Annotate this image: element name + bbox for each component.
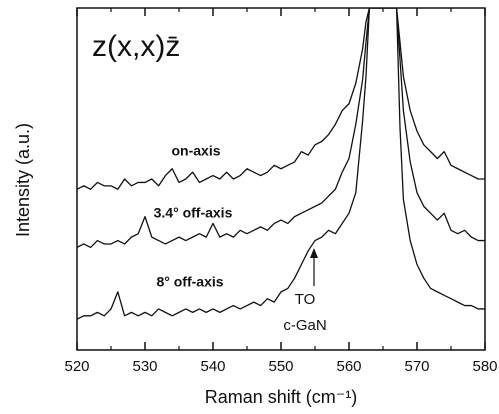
spectrum-line — [77, 8, 485, 249]
x-tick-label: 520 — [64, 358, 89, 375]
series-label: on-axis — [171, 143, 220, 159]
spectrum-line — [77, 8, 485, 320]
y-axis-label: Intensity (a.u.) — [13, 123, 33, 237]
spectrum-line — [77, 8, 485, 190]
annotation-text: c-GaN — [283, 317, 326, 334]
x-tick-label: 540 — [200, 358, 225, 375]
x-tick-label: 580 — [472, 358, 497, 375]
series-label: 3.4° off-axis — [154, 205, 233, 221]
x-tick-label: 550 — [268, 358, 293, 375]
annotation-text: TO — [295, 291, 316, 308]
x-tick-label: 570 — [404, 358, 429, 375]
plot-area — [77, 8, 485, 320]
x-axis-label: Raman shift (cm⁻¹) — [205, 387, 358, 407]
x-tick-label: 530 — [132, 358, 157, 375]
series-label: 8° off-axis — [156, 274, 223, 290]
chart-title: z(x,x)z̄ — [92, 30, 180, 63]
x-tick-label: 560 — [336, 358, 361, 375]
annotation-arrowhead — [310, 248, 318, 258]
